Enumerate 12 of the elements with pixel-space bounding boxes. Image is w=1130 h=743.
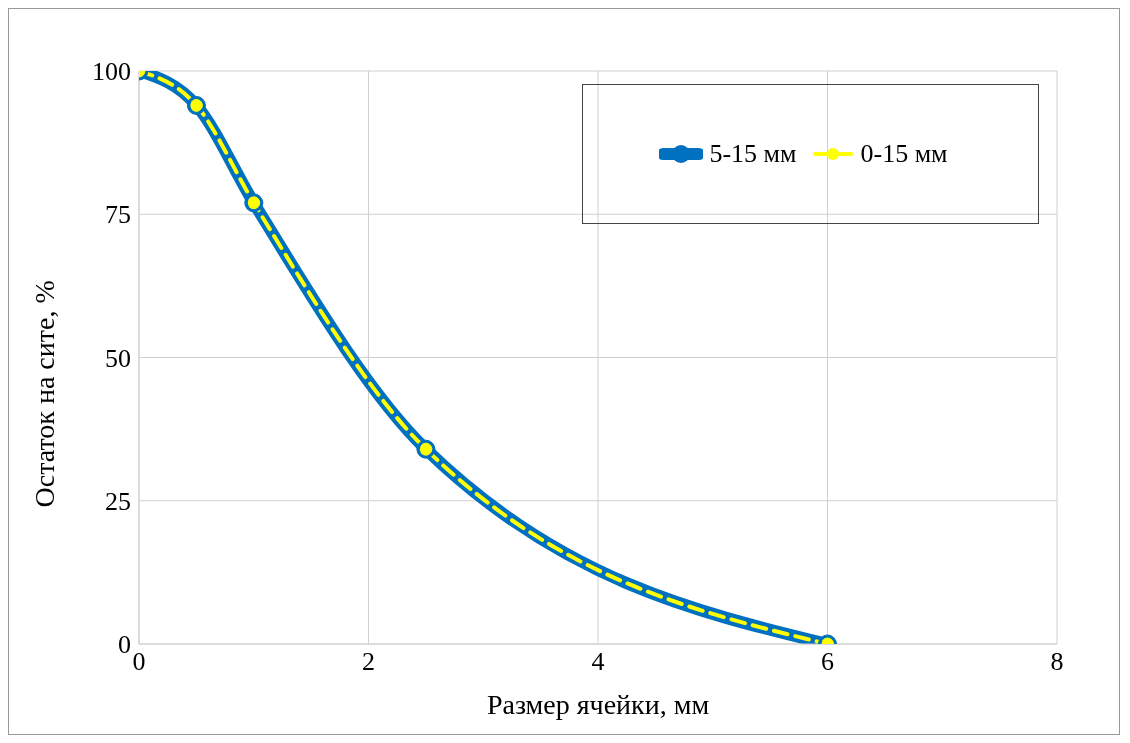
y-tick-label: 100 [92,57,131,87]
x-tick-label: 2 [362,647,375,677]
legend-label: 5-15 мм [709,139,797,169]
y-tick-label: 50 [105,343,131,373]
x-tick-label: 6 [821,647,834,677]
y-tick-label: 75 [105,200,131,230]
x-axis-title: Размер ячейки, мм [486,689,710,720]
legend-label: 0-15 мм [860,139,948,169]
y-tick-label: 25 [105,486,131,516]
x-tick-label: 4 [591,647,605,677]
x-tick-label: 8 [1050,647,1064,677]
y-axis-title: Остаток на сите, % [28,280,60,508]
